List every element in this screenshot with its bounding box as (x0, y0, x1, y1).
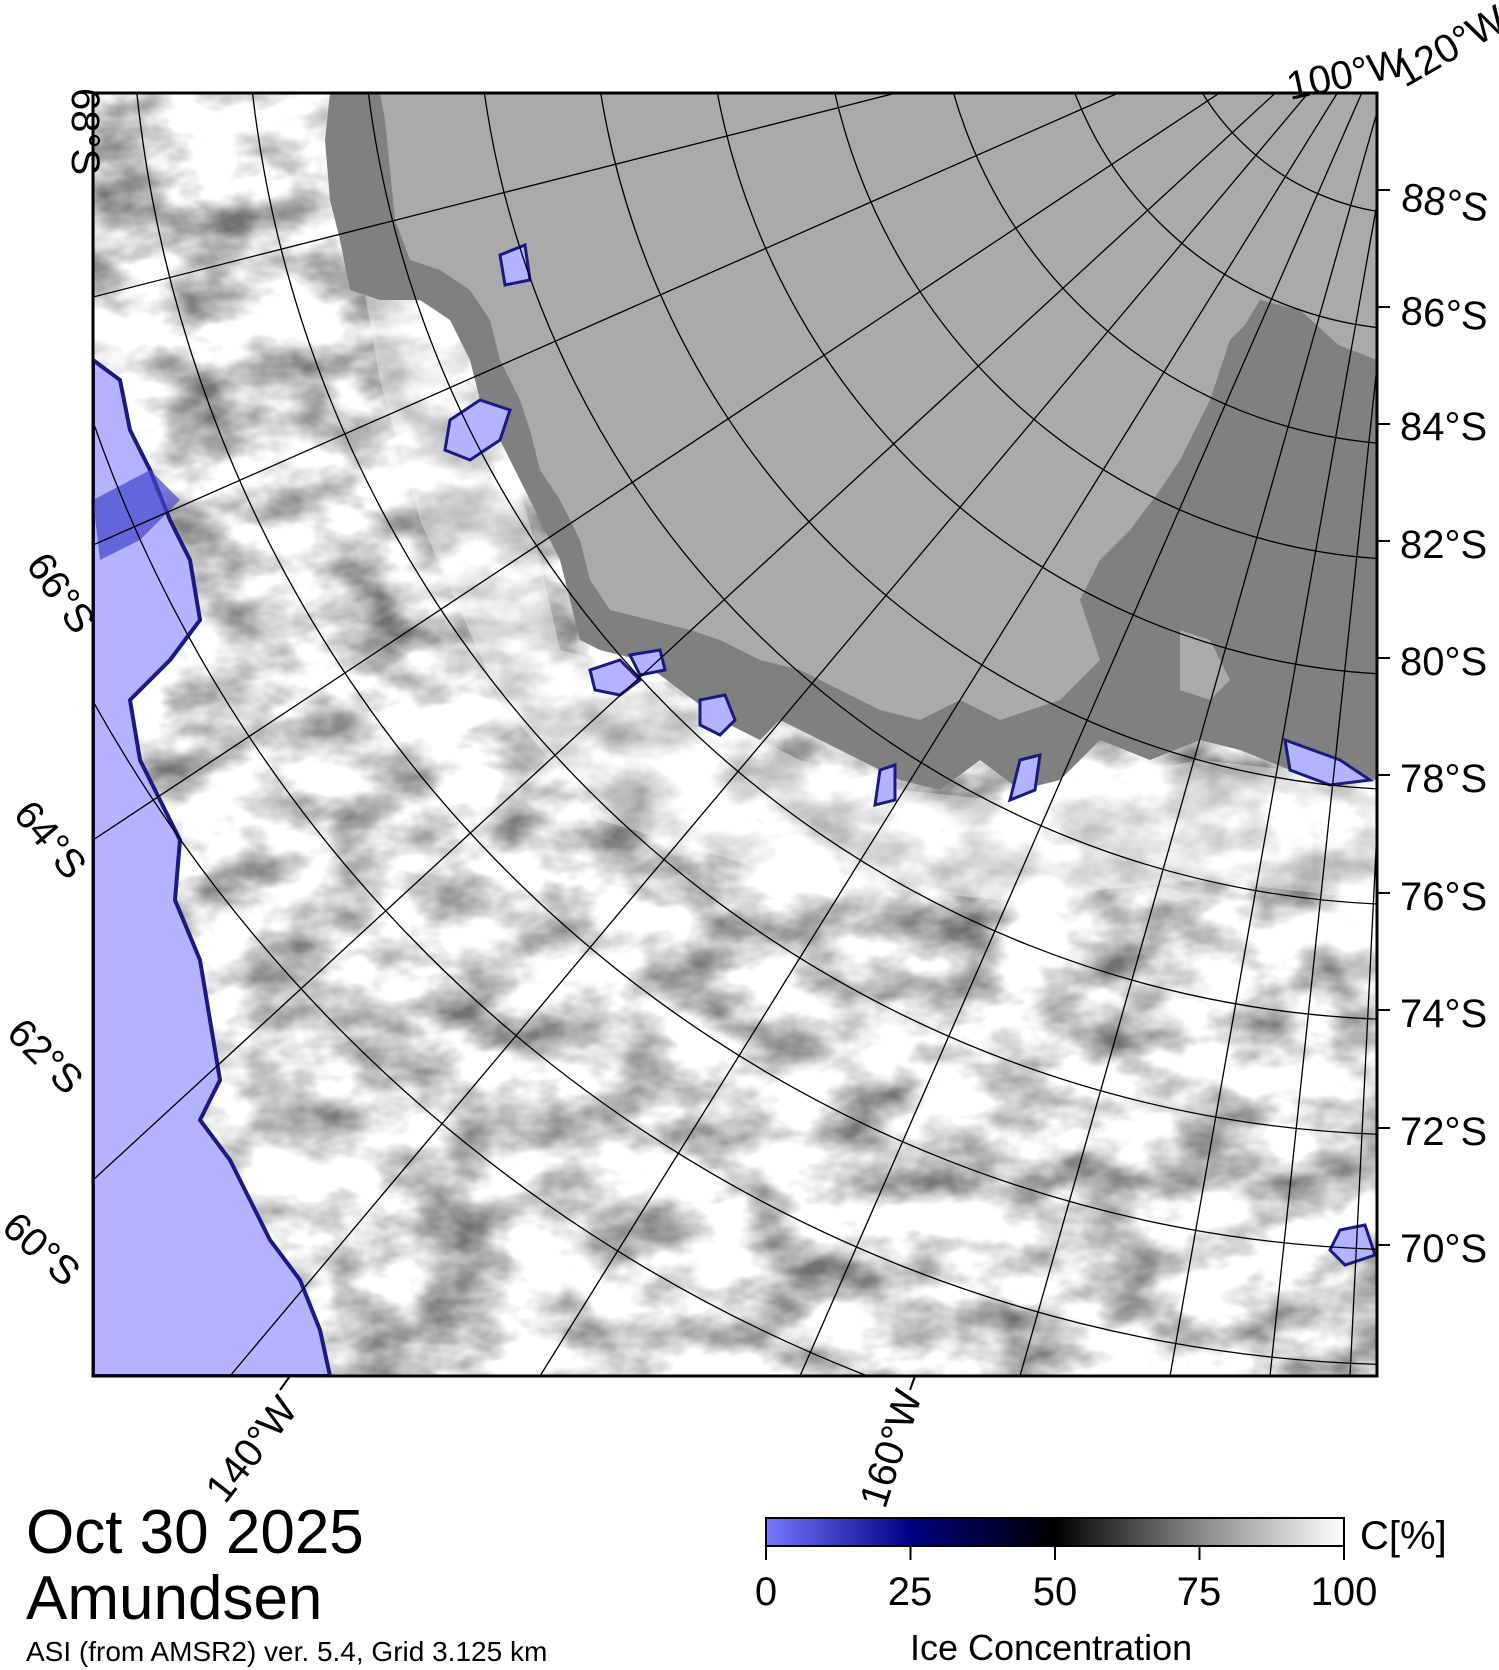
polynya (873, 762, 897, 807)
map-region: Amundsen (26, 1564, 323, 1633)
lat-label: 78°S (1400, 757, 1487, 801)
polynya (588, 658, 643, 697)
lat-label: 64°S (5, 793, 95, 888)
coastal-pack-ice (330, 93, 1377, 900)
colorbar-unit: C[%] (1360, 1514, 1447, 1558)
lat-labels-left: 68°S 66°S 64°S 62°S 60°S (0, 88, 107, 1295)
lat-label: 68°S (63, 88, 107, 175)
meridians (93, 93, 1377, 1376)
colorbar-tick-label: 50 (1032, 1570, 1078, 1614)
lat-label: 80°S (1400, 640, 1487, 684)
lon-label: 160°W (852, 1384, 931, 1512)
colorbar-tick-label: 100 (1310, 1570, 1378, 1614)
polynya (443, 398, 512, 462)
polynya (1283, 737, 1375, 787)
ice-shelf-east (1100, 300, 1377, 760)
ice-rise (1180, 630, 1230, 700)
lat-labels-right: 88°S 86°S 84°S 82°S 80°S 78°S 76°S 74°S … (1399, 175, 1491, 1271)
colorbar-tick-label: 25 (887, 1570, 933, 1614)
colorbar-tick-label: 0 (754, 1570, 778, 1614)
lon-label: 120°W (1388, 0, 1499, 96)
polynya (1007, 753, 1042, 803)
right-ticks (279, 189, 1390, 1391)
colorbar-title: Ice Concentration (910, 1627, 1193, 1668)
lat-label: 66°S (18, 545, 104, 642)
colorbar (765, 1517, 1345, 1547)
lat-label: 86°S (1399, 289, 1489, 339)
open-water-left (93, 357, 333, 1376)
lat-label: 70°S (1400, 1227, 1487, 1271)
lat-label: 82°S (1400, 523, 1487, 567)
polynya (627, 648, 667, 677)
map-frame-border (91, 91, 1379, 1378)
colorbar-tick-label: 75 (1176, 1570, 1222, 1614)
product-note: ASI (from AMSR2) ver. 5.4, Grid 3.125 km (26, 1636, 548, 1667)
lat-label: 76°S (1400, 875, 1487, 919)
low-ice-patch (93, 470, 180, 560)
polynya (698, 693, 737, 737)
lat-label: 62°S (0, 1010, 91, 1103)
lat-label: 88°S (1399, 175, 1491, 231)
antarctic-land (380, 93, 1377, 720)
lon-label: 140°W (197, 1388, 306, 1510)
map-date: Oct 30 2025 (26, 1498, 364, 1567)
lat-label: 60°S (0, 1204, 88, 1295)
lat-label: 72°S (1400, 1110, 1487, 1154)
colorbar-ticks (765, 1546, 1345, 1560)
lat-label: 74°S (1400, 992, 1487, 1036)
lat-label: 84°S (1400, 405, 1487, 449)
